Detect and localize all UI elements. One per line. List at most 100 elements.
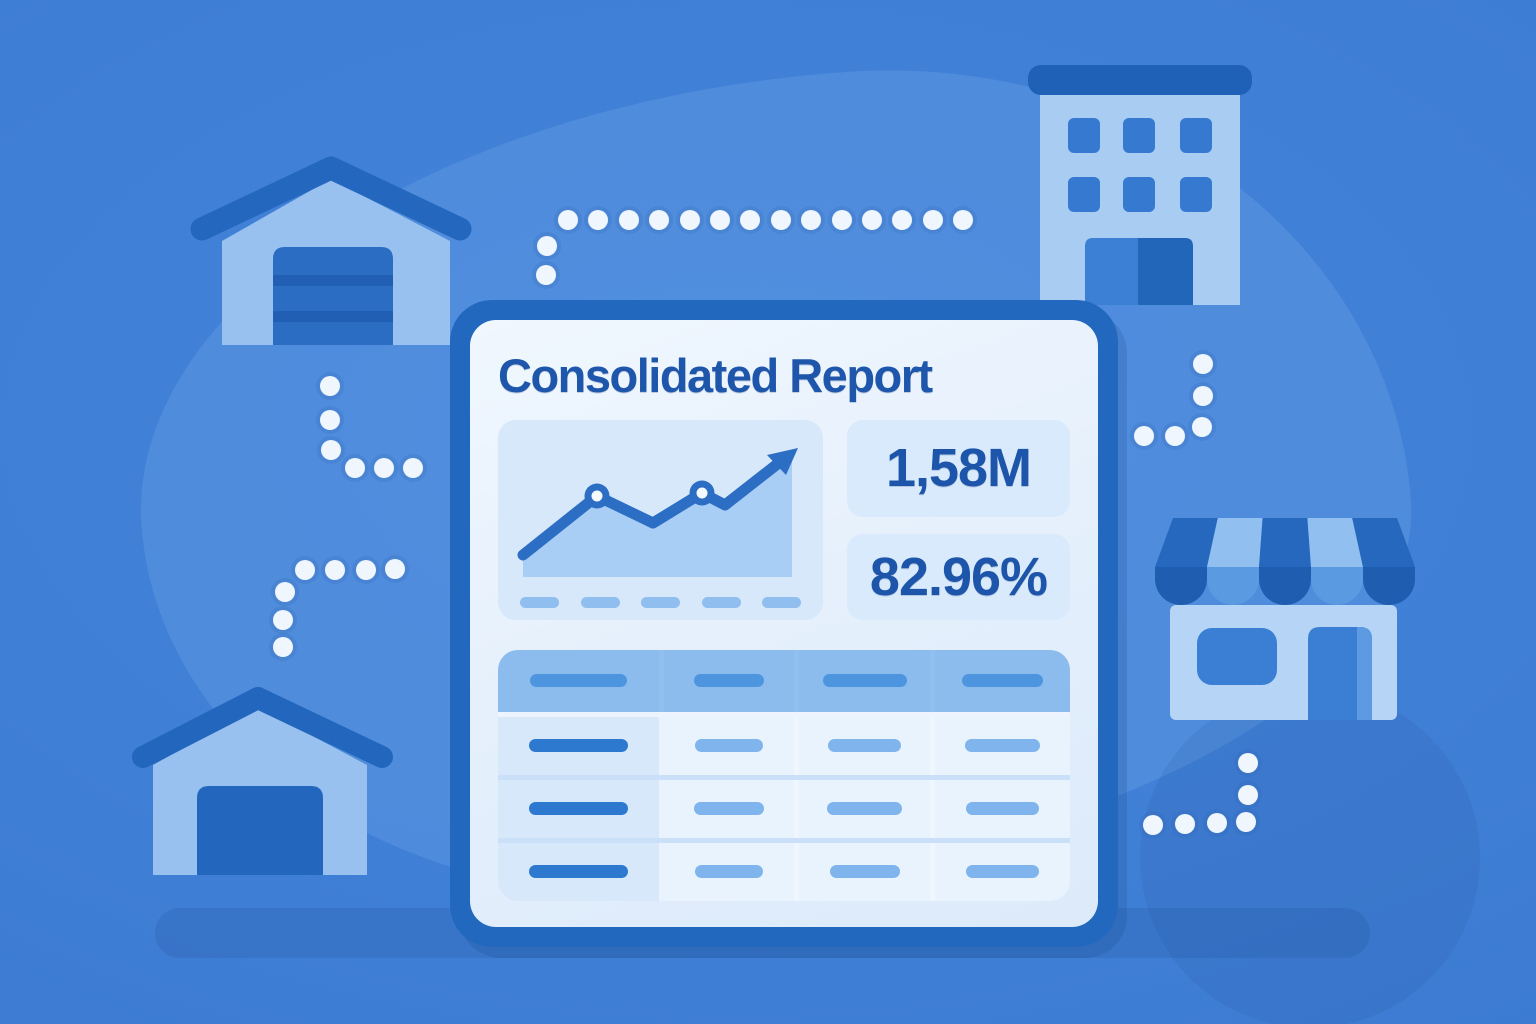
connector-dot <box>1165 426 1185 446</box>
connector-dot <box>1193 354 1213 374</box>
background-circle <box>1140 688 1480 1024</box>
connector-dot <box>588 210 609 230</box>
placeholder-bar <box>695 739 764 753</box>
table-cell <box>799 842 935 901</box>
connector-dot <box>862 210 882 230</box>
axis-tick-dash <box>520 596 559 608</box>
placeholder-bar <box>828 739 902 753</box>
connector-dot <box>1175 814 1195 834</box>
table-cell <box>663 779 800 838</box>
trend-chart-panel <box>498 419 823 620</box>
placeholder-bar <box>695 865 764 879</box>
connector-dot <box>321 440 341 460</box>
table-cell <box>498 716 664 775</box>
table-cell <box>935 716 1070 775</box>
connector-dot <box>770 210 791 230</box>
store-building-icon <box>1155 518 1415 720</box>
table-cell <box>663 649 800 712</box>
placeholder-bar <box>528 802 628 816</box>
placeholder-bar <box>964 739 1040 753</box>
table-cell <box>498 649 664 712</box>
table-cell <box>498 842 664 901</box>
placeholder-bar <box>528 865 628 879</box>
connector-dot <box>325 560 345 580</box>
placeholder-bar <box>965 802 1039 816</box>
placeholder-bar <box>965 865 1039 879</box>
connector-dot <box>740 210 761 230</box>
table-header-row <box>498 649 1070 712</box>
placeholder-bar <box>827 802 903 816</box>
placeholder-bar <box>528 739 628 753</box>
connector-dot <box>1134 426 1154 446</box>
table-cell <box>935 649 1070 712</box>
stat-box-total: 1,58M <box>847 419 1070 518</box>
connector-dot <box>536 265 556 285</box>
connector-dot <box>1207 813 1227 833</box>
connector-dot <box>679 210 700 230</box>
house-building-icon <box>132 687 393 875</box>
office-building-icon <box>1028 65 1252 305</box>
connector-dot <box>1193 386 1213 406</box>
placeholder-bar <box>829 865 900 879</box>
connector-dot <box>273 610 293 630</box>
axis-tick-dash <box>580 596 620 608</box>
connector-dot <box>385 559 405 579</box>
connector-dot <box>892 210 913 230</box>
connector-dot <box>320 376 340 396</box>
warehouse-building-icon <box>190 156 472 345</box>
connector-dot <box>831 210 852 230</box>
connector-dot <box>356 560 376 580</box>
stat-value-total: 1,58M <box>885 438 1032 499</box>
placeholder-bar <box>694 802 765 816</box>
connector-dot <box>618 210 639 230</box>
table-cell <box>799 716 935 775</box>
connector-dot <box>1143 815 1163 835</box>
connector-dot <box>953 210 974 230</box>
connector-dot <box>374 458 394 478</box>
table-cell <box>799 779 935 838</box>
table-row <box>498 837 1070 901</box>
stat-box-percentage: 82.96% <box>847 534 1070 620</box>
connector-dot <box>1236 812 1256 832</box>
chart-data-point-center <box>696 487 708 499</box>
connector-dot <box>649 210 670 230</box>
placeholder-bar <box>529 674 627 688</box>
chart-area-fill <box>523 457 792 577</box>
report-card: Consolidated Report 1,58M 82.96% <box>450 300 1118 947</box>
axis-tick-dash <box>641 596 680 608</box>
table-row <box>498 711 1070 775</box>
table-row <box>498 774 1070 838</box>
table-cell <box>935 842 1070 901</box>
connector-dot <box>1238 785 1258 805</box>
connector-dot <box>1238 753 1258 773</box>
connector-dot <box>710 210 730 230</box>
chart-trend-line <box>517 456 786 561</box>
table-cell <box>799 649 935 712</box>
axis-tick-dash <box>701 596 741 608</box>
table-cell <box>935 779 1070 838</box>
trend-chart <box>517 447 798 577</box>
connector-dot <box>558 210 578 230</box>
connector-dot <box>801 210 822 230</box>
connector-dot <box>403 458 423 478</box>
stat-value-percentage: 82.96% <box>869 546 1048 607</box>
chart-data-point-center <box>591 490 603 502</box>
placeholder-bar <box>822 674 907 688</box>
table-cell <box>663 716 800 775</box>
axis-tick-dash <box>762 596 801 608</box>
connector-dot <box>345 458 365 478</box>
chart-axis-dashes <box>520 596 801 608</box>
connector-dot <box>922 210 943 230</box>
table-cell <box>663 842 800 901</box>
connector-dot <box>275 582 295 602</box>
placeholder-bar <box>694 674 765 688</box>
chart-arrow-head-icon <box>767 447 798 475</box>
connector-dot <box>537 236 557 256</box>
connector-dot <box>295 560 315 580</box>
table-cell <box>498 779 664 838</box>
report-title: Consolidated Report <box>498 349 933 402</box>
report-card-surface: Consolidated Report 1,58M 82.96% <box>470 320 1098 927</box>
connector-dot <box>1192 417 1212 437</box>
connector-dot <box>320 410 340 430</box>
